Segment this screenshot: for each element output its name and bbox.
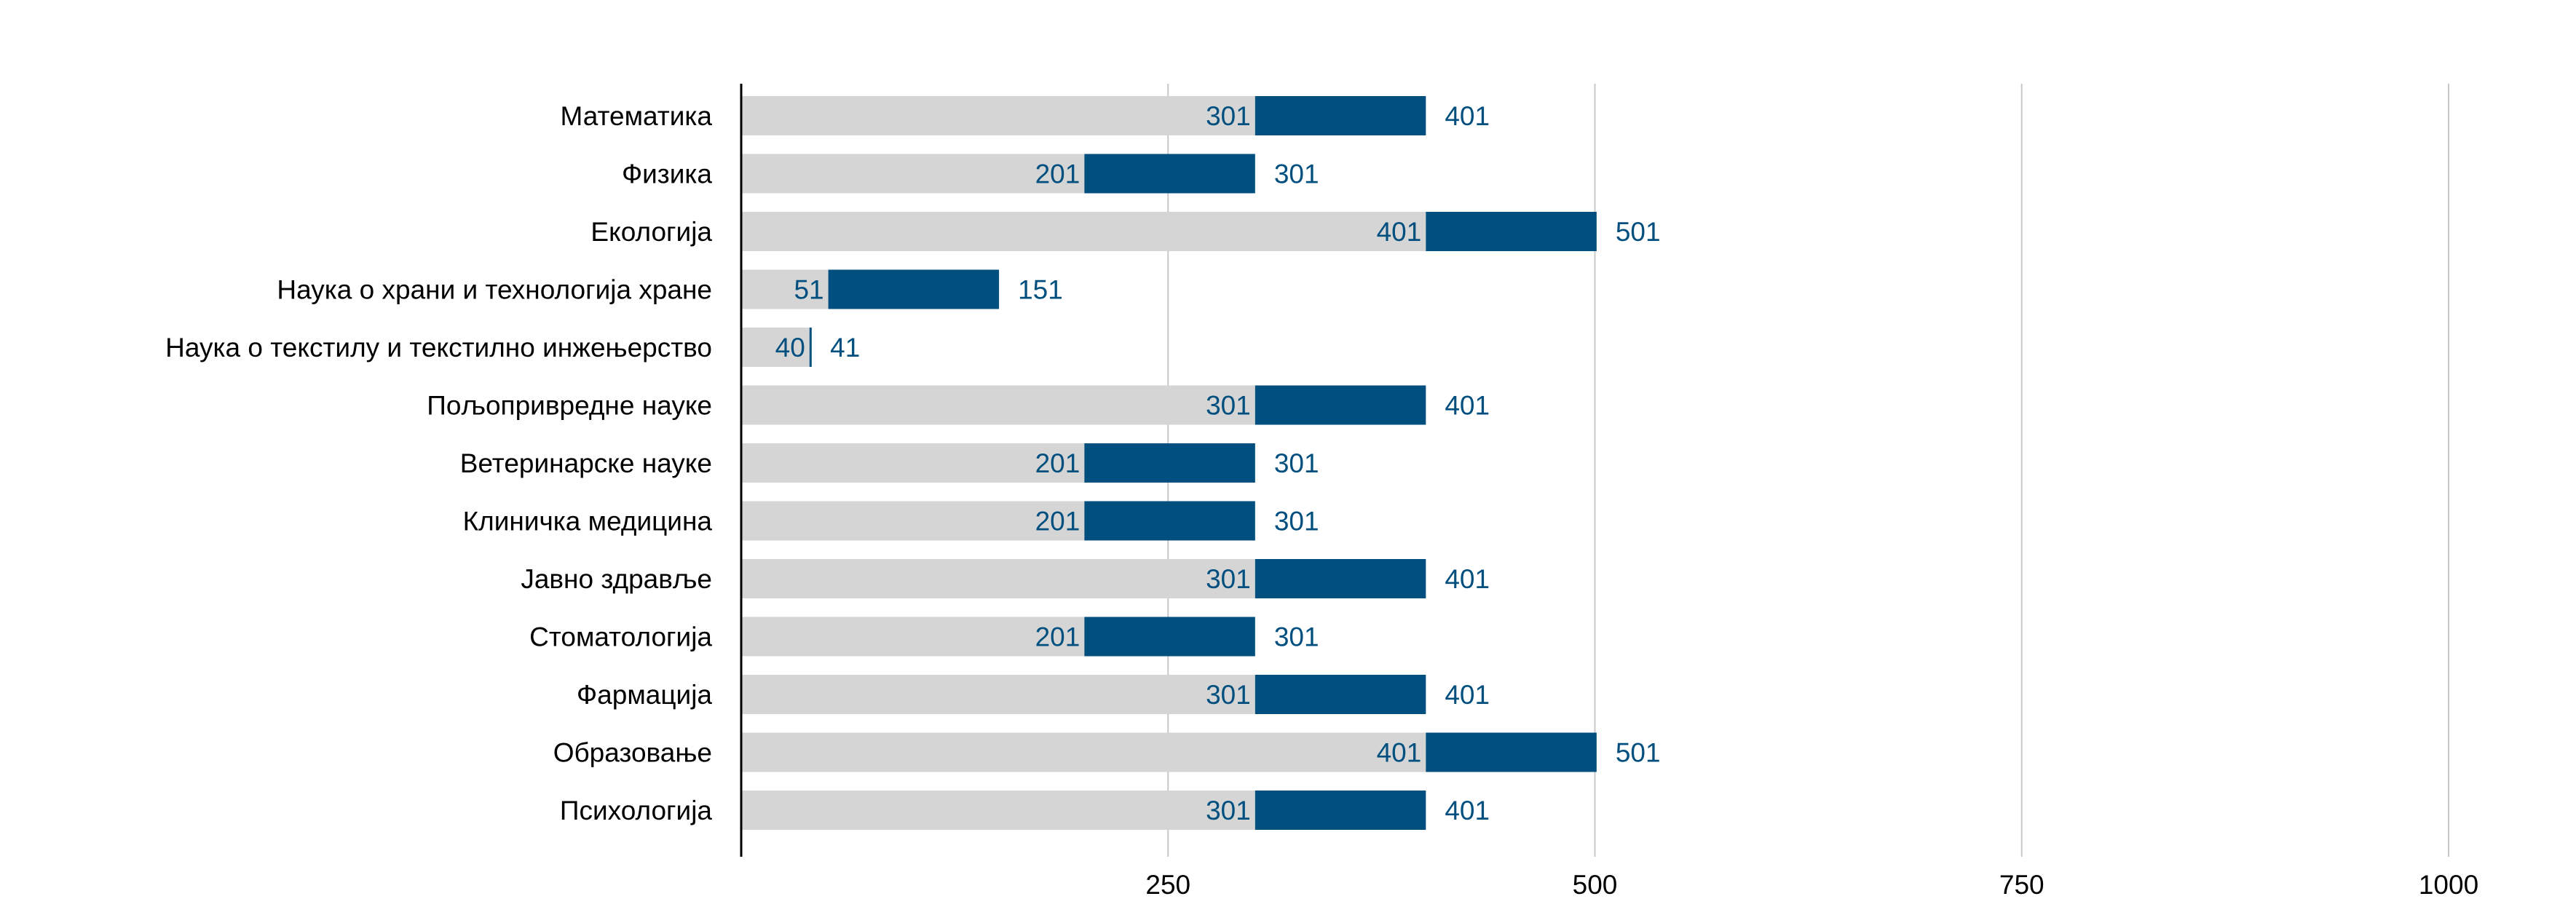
bar-start-segment bbox=[741, 675, 1255, 714]
data-label-end: 301 bbox=[1274, 159, 1319, 189]
x-tick-label: 750 bbox=[1999, 870, 2044, 900]
data-label-start: 40 bbox=[775, 333, 805, 363]
bar-start-segment bbox=[741, 791, 1255, 830]
category-label: Наука о храни и технологија хране bbox=[277, 275, 712, 305]
data-label-start: 301 bbox=[1206, 564, 1251, 594]
data-label-start: 51 bbox=[794, 275, 823, 305]
bar-start-segment bbox=[741, 212, 1426, 251]
data-label-end: 501 bbox=[1616, 217, 1661, 247]
bar-range-segment bbox=[1084, 443, 1255, 483]
bar-start-segment bbox=[741, 617, 1085, 657]
category-label: Фармација bbox=[577, 680, 712, 710]
data-label-start: 401 bbox=[1377, 217, 1422, 247]
category-label: Ветеринарске науке bbox=[460, 448, 712, 478]
data-label-start: 301 bbox=[1206, 796, 1251, 825]
bar-range-segment bbox=[1426, 212, 1597, 251]
bar-range-segment bbox=[1255, 675, 1426, 714]
bar-start-segment bbox=[741, 328, 810, 367]
data-label-end: 301 bbox=[1274, 448, 1319, 478]
data-label-end: 41 bbox=[830, 333, 860, 363]
bar-range-segment bbox=[1084, 501, 1255, 541]
bar-range-segment bbox=[1255, 559, 1426, 598]
bar-start-segment bbox=[741, 559, 1255, 598]
category-label: Јавно здравље bbox=[521, 564, 712, 594]
bar-range-segment bbox=[1255, 791, 1426, 830]
bar-range-segment bbox=[828, 269, 1000, 309]
category-label: Наука о текстилу и текстилно инжењерство bbox=[165, 333, 712, 363]
category-label: Пољопривредне науке bbox=[427, 391, 712, 421]
category-label: Психологија bbox=[560, 796, 713, 825]
bar-start-segment bbox=[741, 154, 1085, 194]
category-label: Стоматологија bbox=[529, 622, 712, 652]
data-label-end: 301 bbox=[1274, 622, 1319, 652]
bar-range-segment bbox=[1255, 96, 1426, 135]
data-label-end: 401 bbox=[1445, 796, 1490, 825]
category-label: Образовање bbox=[553, 738, 712, 768]
data-label-start: 201 bbox=[1035, 159, 1080, 189]
data-label-start: 201 bbox=[1035, 507, 1080, 536]
data-label-start: 201 bbox=[1035, 448, 1080, 478]
category-label: Екологија bbox=[590, 217, 712, 247]
data-label-end: 401 bbox=[1445, 101, 1490, 131]
bar-range-segment bbox=[1426, 732, 1597, 772]
bar-range-segment bbox=[1084, 154, 1255, 194]
bar-start-segment bbox=[741, 732, 1426, 772]
bar-start-segment bbox=[741, 385, 1255, 425]
category-label: Физика bbox=[622, 159, 712, 189]
data-label-end: 401 bbox=[1445, 391, 1490, 421]
data-label-start: 401 bbox=[1377, 738, 1422, 768]
x-tick-label: 250 bbox=[1145, 870, 1190, 900]
bar-start-segment bbox=[741, 96, 1255, 135]
data-label-start: 301 bbox=[1206, 101, 1251, 131]
bar-start-segment bbox=[741, 269, 829, 309]
category-label: Математика bbox=[560, 101, 712, 131]
bar-start-segment bbox=[741, 443, 1085, 483]
data-label-start: 301 bbox=[1206, 680, 1251, 710]
bar-range-segment bbox=[809, 328, 812, 367]
data-label-end: 501 bbox=[1616, 738, 1661, 768]
data-label-end: 151 bbox=[1018, 275, 1063, 305]
bar-range-segment bbox=[1255, 385, 1426, 425]
bar-start-segment bbox=[741, 501, 1085, 541]
data-label-end: 401 bbox=[1445, 564, 1490, 594]
x-tick-label: 1000 bbox=[2419, 870, 2478, 900]
data-label-start: 301 bbox=[1206, 391, 1251, 421]
data-label-start: 201 bbox=[1035, 622, 1080, 652]
bar-range-segment bbox=[1084, 617, 1255, 657]
x-tick-label: 500 bbox=[1573, 870, 1618, 900]
category-label: Клиничка медицина bbox=[463, 507, 713, 536]
data-label-end: 301 bbox=[1274, 507, 1319, 536]
data-label-end: 401 bbox=[1445, 680, 1490, 710]
